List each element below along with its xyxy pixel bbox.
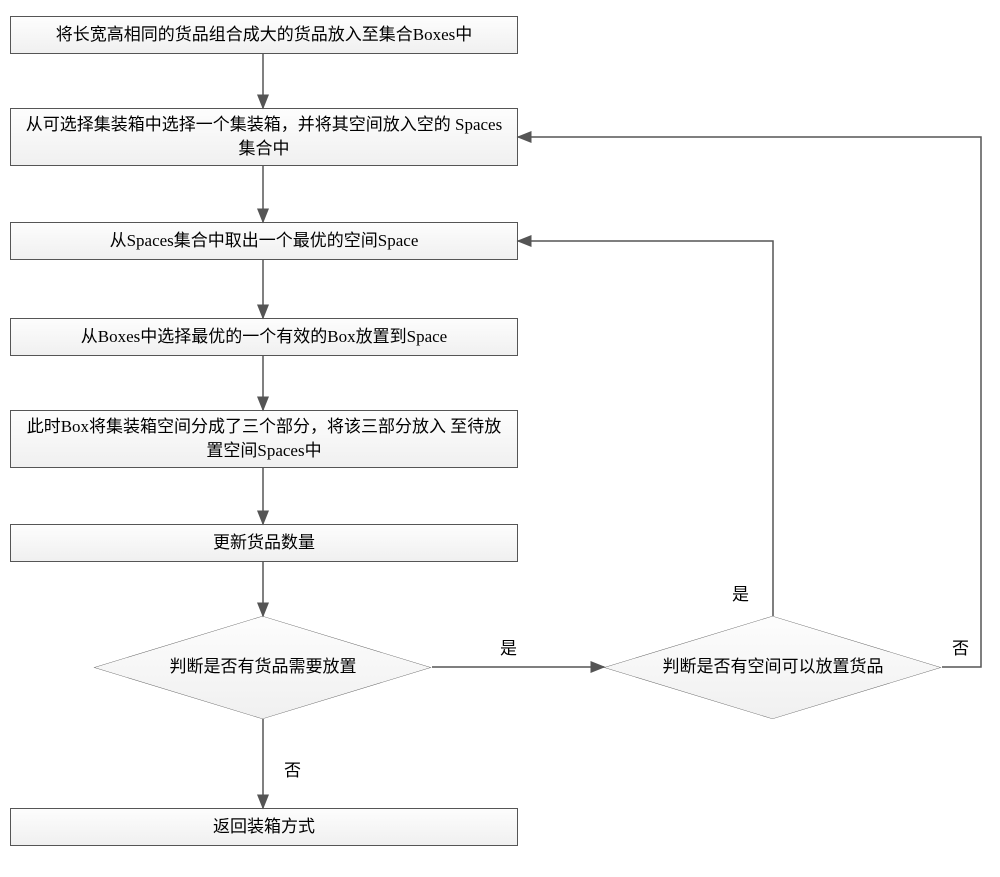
node-place-box: 从Boxes中选择最优的一个有效的Box放置到Space <box>10 318 518 356</box>
node-label: 将长宽高相同的货品组合成大的货品放入至集合Boxes中 <box>56 23 473 47</box>
node-label: 从Boxes中选择最优的一个有效的Box放置到Space <box>81 325 447 349</box>
edge-label-d2-no: 否 <box>950 634 971 659</box>
node-update-qty: 更新货品数量 <box>10 524 518 562</box>
node-label: 从可选择集装箱中选择一个集装箱，并将其空间放入空的 Spaces集合中 <box>19 113 509 161</box>
node-label: 更新货品数量 <box>213 531 315 555</box>
node-label: 此时Box将集装箱空间分成了三个部分，将该三部分放入 至待放置空间Spaces中 <box>19 415 509 463</box>
node-select-container: 从可选择集装箱中选择一个集装箱，并将其空间放入空的 Spaces集合中 <box>10 108 518 166</box>
node-return: 返回装箱方式 <box>10 808 518 846</box>
diamond-label: 判断是否有货品需要放置 <box>94 616 432 719</box>
node-combine-boxes: 将长宽高相同的货品组合成大的货品放入至集合Boxes中 <box>10 16 518 54</box>
node-label: 从Spaces集合中取出一个最优的空间Space <box>110 229 419 253</box>
edge-label-d1-no: 否 <box>282 756 303 781</box>
flowchart-canvas: 将长宽高相同的货品组合成大的货品放入至集合Boxes中 从可选择集装箱中选择一个… <box>0 0 1000 877</box>
decision-has-goods: 判断是否有货品需要放置 <box>94 616 432 719</box>
node-split-space: 此时Box将集装箱空间分成了三个部分，将该三部分放入 至待放置空间Spaces中 <box>10 410 518 468</box>
diamond-label: 判断是否有空间可以放置货品 <box>604 616 942 719</box>
decision-has-space: 判断是否有空间可以放置货品 <box>604 616 942 719</box>
node-get-space: 从Spaces集合中取出一个最优的空间Space <box>10 222 518 260</box>
edge-label-d1-yes: 是 <box>498 634 519 659</box>
edge-label-d2-yes: 是 <box>730 580 751 605</box>
node-label: 返回装箱方式 <box>213 815 315 839</box>
